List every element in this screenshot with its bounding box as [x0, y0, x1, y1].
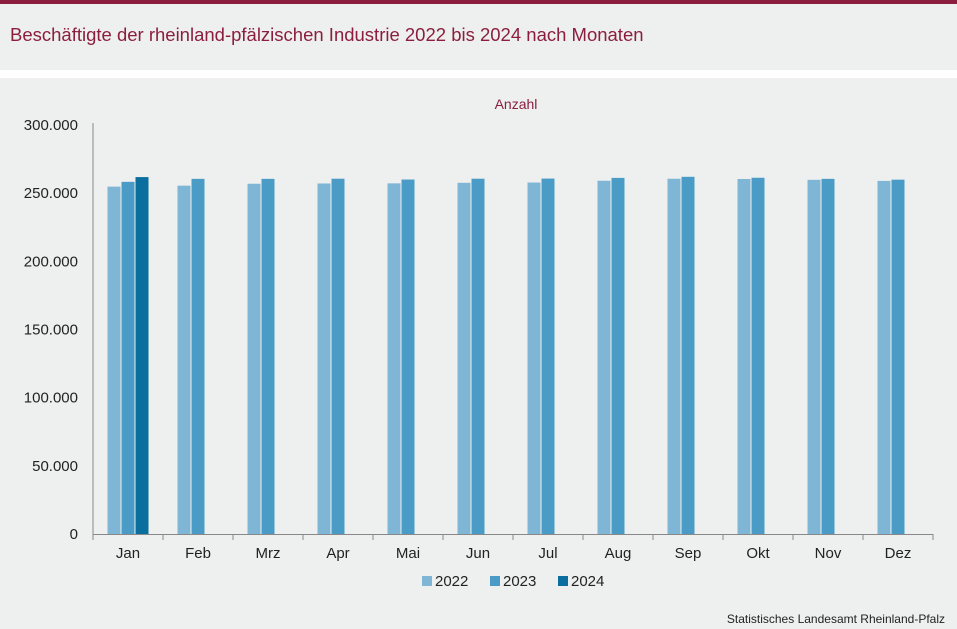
bar-2022-jan [107, 186, 121, 534]
bar-2023-nov [821, 178, 835, 534]
bar-2023-aug [611, 177, 625, 534]
bar-2023-okt [751, 177, 765, 535]
legend-swatch-2023 [490, 576, 500, 586]
bar-2023-jun [471, 178, 485, 534]
legend-label-2022: 2022 [435, 573, 468, 590]
x-tick-label: Mai [396, 545, 420, 562]
legend-swatch-2022 [422, 576, 432, 586]
header-separator [0, 70, 957, 78]
bar-2023-jan [121, 181, 135, 534]
bar-2022-feb [177, 185, 191, 534]
y-tick-label: 200.000 [24, 253, 78, 270]
y-tick-label: 100.000 [24, 390, 78, 407]
bar-2022-jun [457, 182, 471, 534]
bar-2023-feb [191, 178, 205, 534]
bar-2023-mrz [261, 178, 275, 534]
x-tick-label: Nov [815, 545, 842, 562]
x-tick-label: Apr [326, 545, 349, 562]
bar-2022-mai [387, 183, 401, 535]
bar-2024-jan [135, 177, 149, 534]
bar-2022-nov [807, 179, 821, 534]
legend-swatch-2024 [558, 576, 568, 586]
x-tick-label: Jul [538, 545, 557, 562]
x-tick-label: Jun [466, 545, 490, 562]
bar-2023-apr [331, 178, 345, 534]
y-tick-label: 150.000 [24, 322, 78, 339]
bar-2022-okt [737, 178, 751, 534]
bar-2023-mai [401, 179, 415, 535]
x-tick-label: Dez [885, 545, 912, 562]
bar-2023-sep [681, 176, 695, 534]
x-tick-label: Okt [746, 545, 770, 562]
bar-2022-aug [597, 180, 611, 535]
y-tick-label: 250.000 [24, 185, 78, 202]
top-accent-rule [0, 0, 957, 4]
x-tick-label: Feb [185, 545, 211, 562]
bar-2023-dez [891, 179, 905, 534]
bar-2023-jul [541, 178, 555, 535]
bar-2022-dez [877, 180, 891, 534]
legend-label-2024: 2024 [571, 573, 604, 590]
bar-2022-apr [317, 183, 331, 534]
y-unit-label: Anzahl [495, 96, 538, 112]
y-tick-label: 50.000 [32, 458, 78, 475]
x-tick-label: Jan [116, 545, 140, 562]
source-note: Statistisches Landesamt Rheinland-Pfalz [726, 612, 945, 626]
chart-title: Beschäftigte der rheinland-pfälzischen I… [10, 24, 644, 45]
x-tick-label: Mrz [256, 545, 281, 562]
y-tick-label: 300.000 [24, 117, 78, 134]
y-tick-label: 0 [70, 526, 78, 543]
bar-2022-mrz [247, 183, 261, 534]
x-tick-label: Sep [675, 545, 702, 562]
bar-2022-sep [667, 178, 681, 534]
title-band [0, 4, 957, 70]
legend-label-2023: 2023 [503, 573, 536, 590]
bar-2022-jul [527, 182, 541, 535]
x-tick-label: Aug [605, 545, 632, 562]
